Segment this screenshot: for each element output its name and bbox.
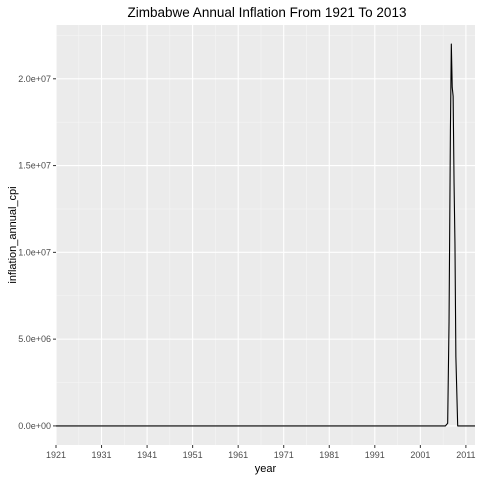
x-tick-label: 1961 — [228, 450, 248, 460]
x-tick-label: 1951 — [183, 450, 203, 460]
y-axis-title: inflation_annual_cpi — [7, 186, 19, 283]
x-tick-label: 2011 — [456, 450, 475, 460]
x-tick-label: 2001 — [410, 450, 430, 460]
x-tick-label: 1971 — [274, 450, 294, 460]
axis-layer: 1921 1931 1941 1951 1961 1971 1981 1991 2001 2011… — [18, 74, 475, 460]
x-tick-label: 1991 — [365, 450, 385, 460]
y-tick-label: 0.0e+00 — [18, 421, 51, 431]
series-line — [56, 43, 475, 427]
series-layer — [56, 43, 475, 427]
y-tick-label: 1.5e+07 — [18, 161, 51, 171]
x-tick-label: 1921 — [46, 450, 66, 460]
y-tick-label: 1.0e+07 — [18, 247, 51, 257]
y-tick-label: 2.0e+07 — [18, 74, 51, 84]
plot-panel — [56, 25, 475, 445]
chart-title: Zimbabwe Annual Inflation From 1921 To 2… — [128, 5, 407, 20]
x-tick-label: 1981 — [319, 450, 339, 460]
x-axis-title: year — [255, 463, 277, 475]
x-tick-label: 1931 — [92, 450, 112, 460]
y-tick-label: 5.0e+06 — [18, 334, 51, 344]
x-tick-label: 1941 — [137, 450, 157, 460]
